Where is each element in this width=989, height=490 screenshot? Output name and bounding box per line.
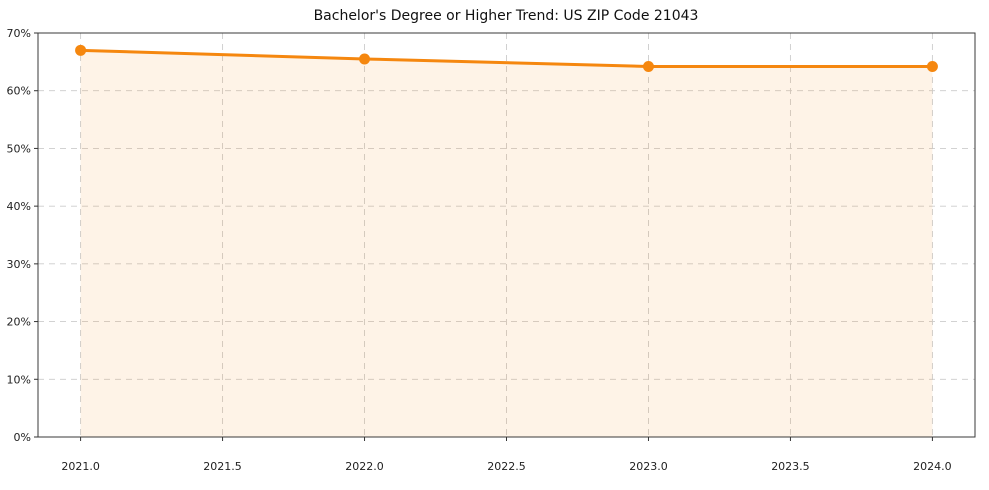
y-tick-label: 0% bbox=[14, 431, 31, 444]
axes-layer: 0% 10% 20% 30% 40% 50% 60% 70% 2021.0 2021.5 2022.… bbox=[7, 27, 976, 473]
data-point-marker bbox=[359, 53, 371, 65]
y-tick-label: 10% bbox=[7, 373, 31, 386]
y-tick-label: 60% bbox=[7, 85, 31, 98]
y-tick-label: 70% bbox=[7, 27, 31, 40]
data-point-marker bbox=[642, 60, 654, 72]
y-tick-label: 20% bbox=[7, 316, 31, 329]
x-tick-label: 2022.5 bbox=[487, 460, 526, 473]
data-point-marker bbox=[926, 60, 938, 72]
x-tick-label: 2022.0 bbox=[345, 460, 384, 473]
trend-line-layer bbox=[79, 48, 934, 68]
y-tick-label: 30% bbox=[7, 258, 31, 271]
area-fill bbox=[80, 50, 933, 438]
x-tick-label: 2021.0 bbox=[61, 460, 100, 473]
y-tick-label: 50% bbox=[7, 142, 31, 155]
chart-title: Bachelor's Degree or Higher Trend: US ZI… bbox=[314, 8, 699, 24]
x-tick-label: 2023.0 bbox=[629, 460, 668, 473]
x-tick-label: 2023.5 bbox=[771, 460, 810, 473]
x-tick-label: 2024.0 bbox=[913, 460, 952, 473]
trend-line bbox=[79, 48, 934, 68]
data-point-markers bbox=[75, 44, 938, 72]
data-point-marker bbox=[75, 44, 87, 56]
area-fill-layer bbox=[80, 50, 933, 438]
x-tick-label: 2021.5 bbox=[203, 460, 242, 473]
y-tick-label: 40% bbox=[7, 200, 31, 213]
